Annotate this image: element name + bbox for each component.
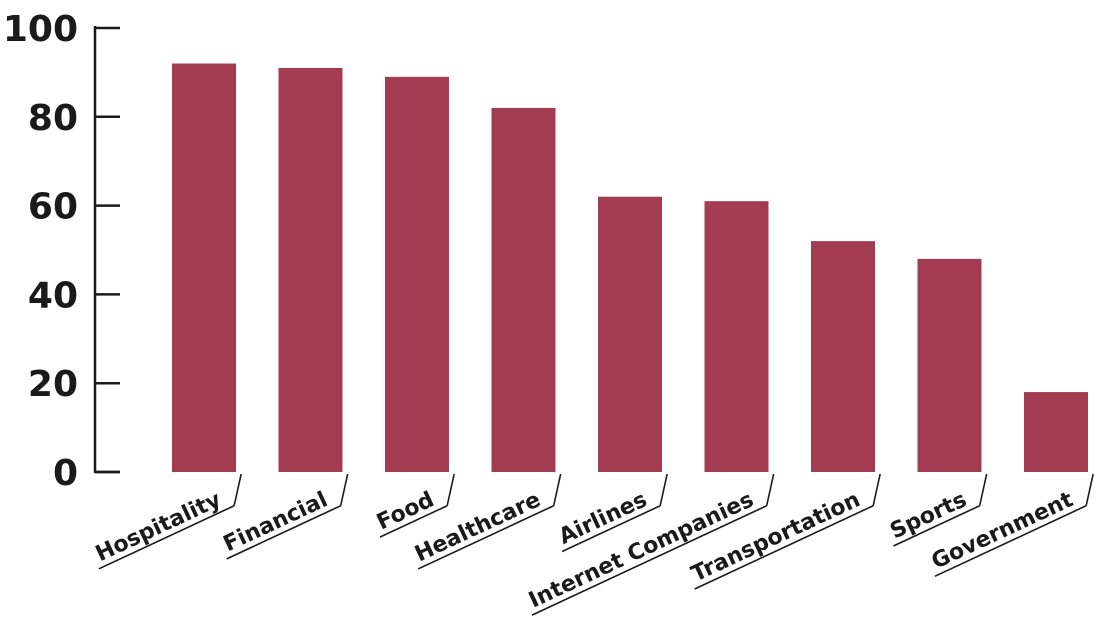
x-label-leader (872, 473, 881, 506)
bar (704, 201, 769, 472)
y-tick-label: 60 (28, 187, 78, 228)
y-tick-label: 80 (28, 98, 78, 139)
x-tick-label: Hospitality (92, 487, 225, 567)
x-label-leader (552, 473, 562, 506)
x-label-underline (893, 505, 980, 547)
x-label-leader (1085, 473, 1094, 506)
bar (917, 258, 982, 472)
x-label-underline (934, 505, 1087, 578)
x-label-leader (339, 473, 349, 506)
x-tick-label-group: Food (373, 487, 448, 538)
x-label-underline (226, 505, 341, 560)
bar (278, 67, 343, 473)
x-tick-label-group: Transportation (688, 487, 874, 590)
bar (385, 76, 449, 472)
x-tick-label: Food (373, 487, 438, 535)
x-label-underline (417, 505, 554, 570)
x-tick-label-group: Hospitality (92, 487, 235, 570)
bar (1024, 392, 1088, 472)
x-tick-label-group: Financial (220, 487, 341, 560)
bar (811, 241, 875, 472)
x-label-leader (446, 473, 455, 506)
x-label-underline (694, 505, 874, 590)
x-label-underline (531, 505, 767, 616)
y-tick-label: 100 (3, 9, 78, 50)
y-tick-label: 40 (28, 275, 78, 316)
x-label-leader (978, 473, 988, 506)
bars (172, 63, 1088, 473)
x-label-underline (379, 505, 448, 538)
x-label-underline (561, 505, 661, 553)
y-tick-label: 0 (53, 453, 78, 494)
x-label-leader (233, 473, 242, 506)
y-tick-label: 20 (28, 364, 78, 405)
x-label-underline (98, 505, 235, 570)
x-label-leader (765, 473, 775, 506)
x-label-leader (659, 473, 668, 506)
bar (491, 107, 556, 473)
y-axis: 0 20 40 60 80 100 (3, 9, 120, 494)
bar (172, 63, 236, 473)
bar (598, 196, 662, 472)
